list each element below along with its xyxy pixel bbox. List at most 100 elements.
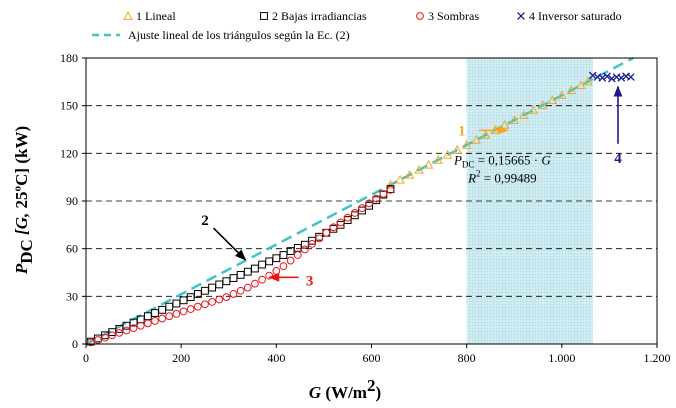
point-lineal bbox=[395, 174, 405, 184]
legend-label-bajas: 2 Bajas irradiancias bbox=[272, 9, 367, 23]
point-bajas bbox=[172, 299, 181, 308]
point-sombras bbox=[350, 209, 359, 217]
point-sombras bbox=[243, 283, 252, 292]
point-lineal bbox=[557, 90, 567, 99]
point-lineal bbox=[576, 80, 586, 90]
point-sombras bbox=[172, 309, 181, 318]
point-bajas bbox=[251, 264, 259, 273]
point-bajas bbox=[365, 201, 374, 210]
point-lineal bbox=[547, 95, 558, 105]
point-bajas bbox=[272, 254, 281, 263]
legend-item-lineal: 1 Lineal bbox=[123, 9, 176, 23]
legend-label-sombras: 3 Sombras bbox=[428, 9, 479, 23]
legend-item-sombras: 3 Sombras bbox=[416, 9, 479, 23]
legend-label-lineal: 1 Lineal bbox=[136, 9, 176, 23]
point-bajas bbox=[315, 232, 324, 241]
point-sombras bbox=[108, 331, 117, 340]
point-inversor bbox=[603, 72, 611, 81]
y-tick-label: 60 bbox=[66, 242, 78, 256]
point-inversor bbox=[598, 74, 607, 82]
y-tick-label: 0 bbox=[72, 337, 78, 351]
point-lineal bbox=[528, 104, 539, 114]
x-tick-label: 800 bbox=[458, 351, 476, 365]
series-inversor bbox=[588, 71, 635, 83]
point-sombras bbox=[365, 199, 374, 208]
point-sombras bbox=[222, 293, 231, 302]
point-bajas bbox=[358, 206, 366, 215]
point-sombras bbox=[193, 302, 202, 311]
equation-line-1: PDC = 0,15665 · G bbox=[453, 152, 551, 169]
point-sombras bbox=[386, 185, 395, 194]
point-lineal bbox=[433, 154, 443, 164]
point-sombras bbox=[308, 240, 316, 248]
point-lineal bbox=[538, 100, 548, 109]
x-tick-label: 1.000 bbox=[548, 351, 575, 365]
point-sombras bbox=[158, 314, 167, 323]
point-bajas bbox=[222, 277, 231, 286]
y-tick-label: 180 bbox=[60, 51, 78, 65]
point-lineal bbox=[442, 149, 453, 159]
point-sombras bbox=[300, 245, 309, 254]
y-axis-label: PDC [G, 25ºC] (kW) bbox=[12, 126, 36, 275]
point-sombras bbox=[201, 300, 209, 309]
point-bajas bbox=[201, 286, 209, 295]
point-sombras bbox=[186, 305, 195, 313]
point-sombras bbox=[379, 189, 388, 198]
legend-item-fit: Ajuste lineal de los triángulos según la… bbox=[92, 28, 350, 42]
point-lineal bbox=[519, 110, 529, 119]
y-tick-label: 30 bbox=[66, 289, 78, 303]
point-bajas bbox=[208, 283, 216, 292]
ann2-arrow bbox=[212, 227, 247, 261]
point-sombras bbox=[143, 319, 152, 328]
point-sombras bbox=[179, 307, 188, 316]
point-bajas bbox=[293, 243, 302, 252]
point-bajas bbox=[329, 224, 338, 233]
y-tick-label: 90 bbox=[66, 194, 78, 208]
point-bajas bbox=[179, 296, 188, 305]
point-bajas bbox=[343, 216, 352, 224]
point-inversor bbox=[588, 71, 597, 80]
point-sombras bbox=[122, 326, 131, 335]
point-sombras bbox=[322, 228, 331, 237]
ann4-label: 4 bbox=[614, 151, 622, 167]
annotations: 1 2 3 4 PDC = 0,15665 · GR2 = 0,99489 bbox=[201, 85, 623, 289]
point-sombras bbox=[236, 286, 245, 295]
axes: 0 200 400 600 800 1.000 1.200 0 30 60 90 120 150 180 bbox=[60, 51, 671, 365]
legend-label-fit: Ajuste lineal de los triángulos según la… bbox=[128, 28, 350, 42]
x-tick-label: 0 bbox=[83, 351, 89, 365]
point-bajas bbox=[215, 280, 224, 289]
point-sombras bbox=[129, 324, 138, 333]
y-tick-label: 120 bbox=[60, 146, 78, 160]
point-sombras bbox=[229, 290, 238, 298]
point-sombras bbox=[329, 223, 338, 232]
point-lineal bbox=[452, 144, 462, 154]
point-bajas bbox=[372, 196, 381, 205]
series-sombras bbox=[86, 185, 395, 347]
point-sombras bbox=[86, 338, 95, 347]
legend-marker-bajas bbox=[260, 12, 268, 20]
x-tick-label: 200 bbox=[172, 351, 190, 365]
point-lineal bbox=[480, 129, 491, 139]
point-sombras bbox=[251, 279, 259, 288]
fit-line-path bbox=[85, 56, 634, 346]
point-bajas bbox=[158, 305, 167, 314]
point-sombras bbox=[115, 328, 124, 337]
x-tick-label: 400 bbox=[267, 351, 285, 365]
point-bajas bbox=[308, 236, 316, 245]
legend-marker-inversor bbox=[517, 12, 525, 20]
point-bajas bbox=[350, 211, 359, 220]
point-lineal bbox=[471, 134, 481, 144]
point-sombras bbox=[336, 218, 345, 227]
point-sombras bbox=[343, 213, 352, 222]
point-bajas bbox=[265, 257, 274, 266]
x-axis-label: G (W/m2) bbox=[309, 376, 381, 402]
point-bajas bbox=[165, 302, 174, 311]
point-inversor bbox=[626, 73, 635, 81]
point-inversor bbox=[617, 74, 626, 82]
point-sombras bbox=[279, 262, 288, 271]
equation-line-2: R2 = 0,99489 bbox=[467, 168, 537, 185]
legend-item-inversor: 4 Inversor saturado bbox=[517, 9, 622, 23]
point-sombras bbox=[358, 204, 366, 213]
point-sombras bbox=[215, 295, 224, 304]
